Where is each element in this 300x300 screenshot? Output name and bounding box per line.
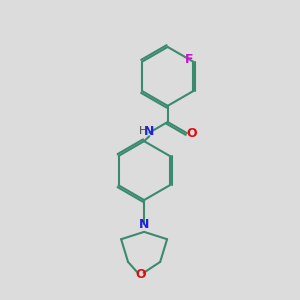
Text: N: N	[139, 218, 149, 231]
Text: O: O	[187, 127, 197, 140]
Text: F: F	[184, 53, 193, 66]
Text: H: H	[139, 126, 147, 136]
Text: O: O	[135, 268, 146, 281]
Text: N: N	[144, 125, 154, 138]
